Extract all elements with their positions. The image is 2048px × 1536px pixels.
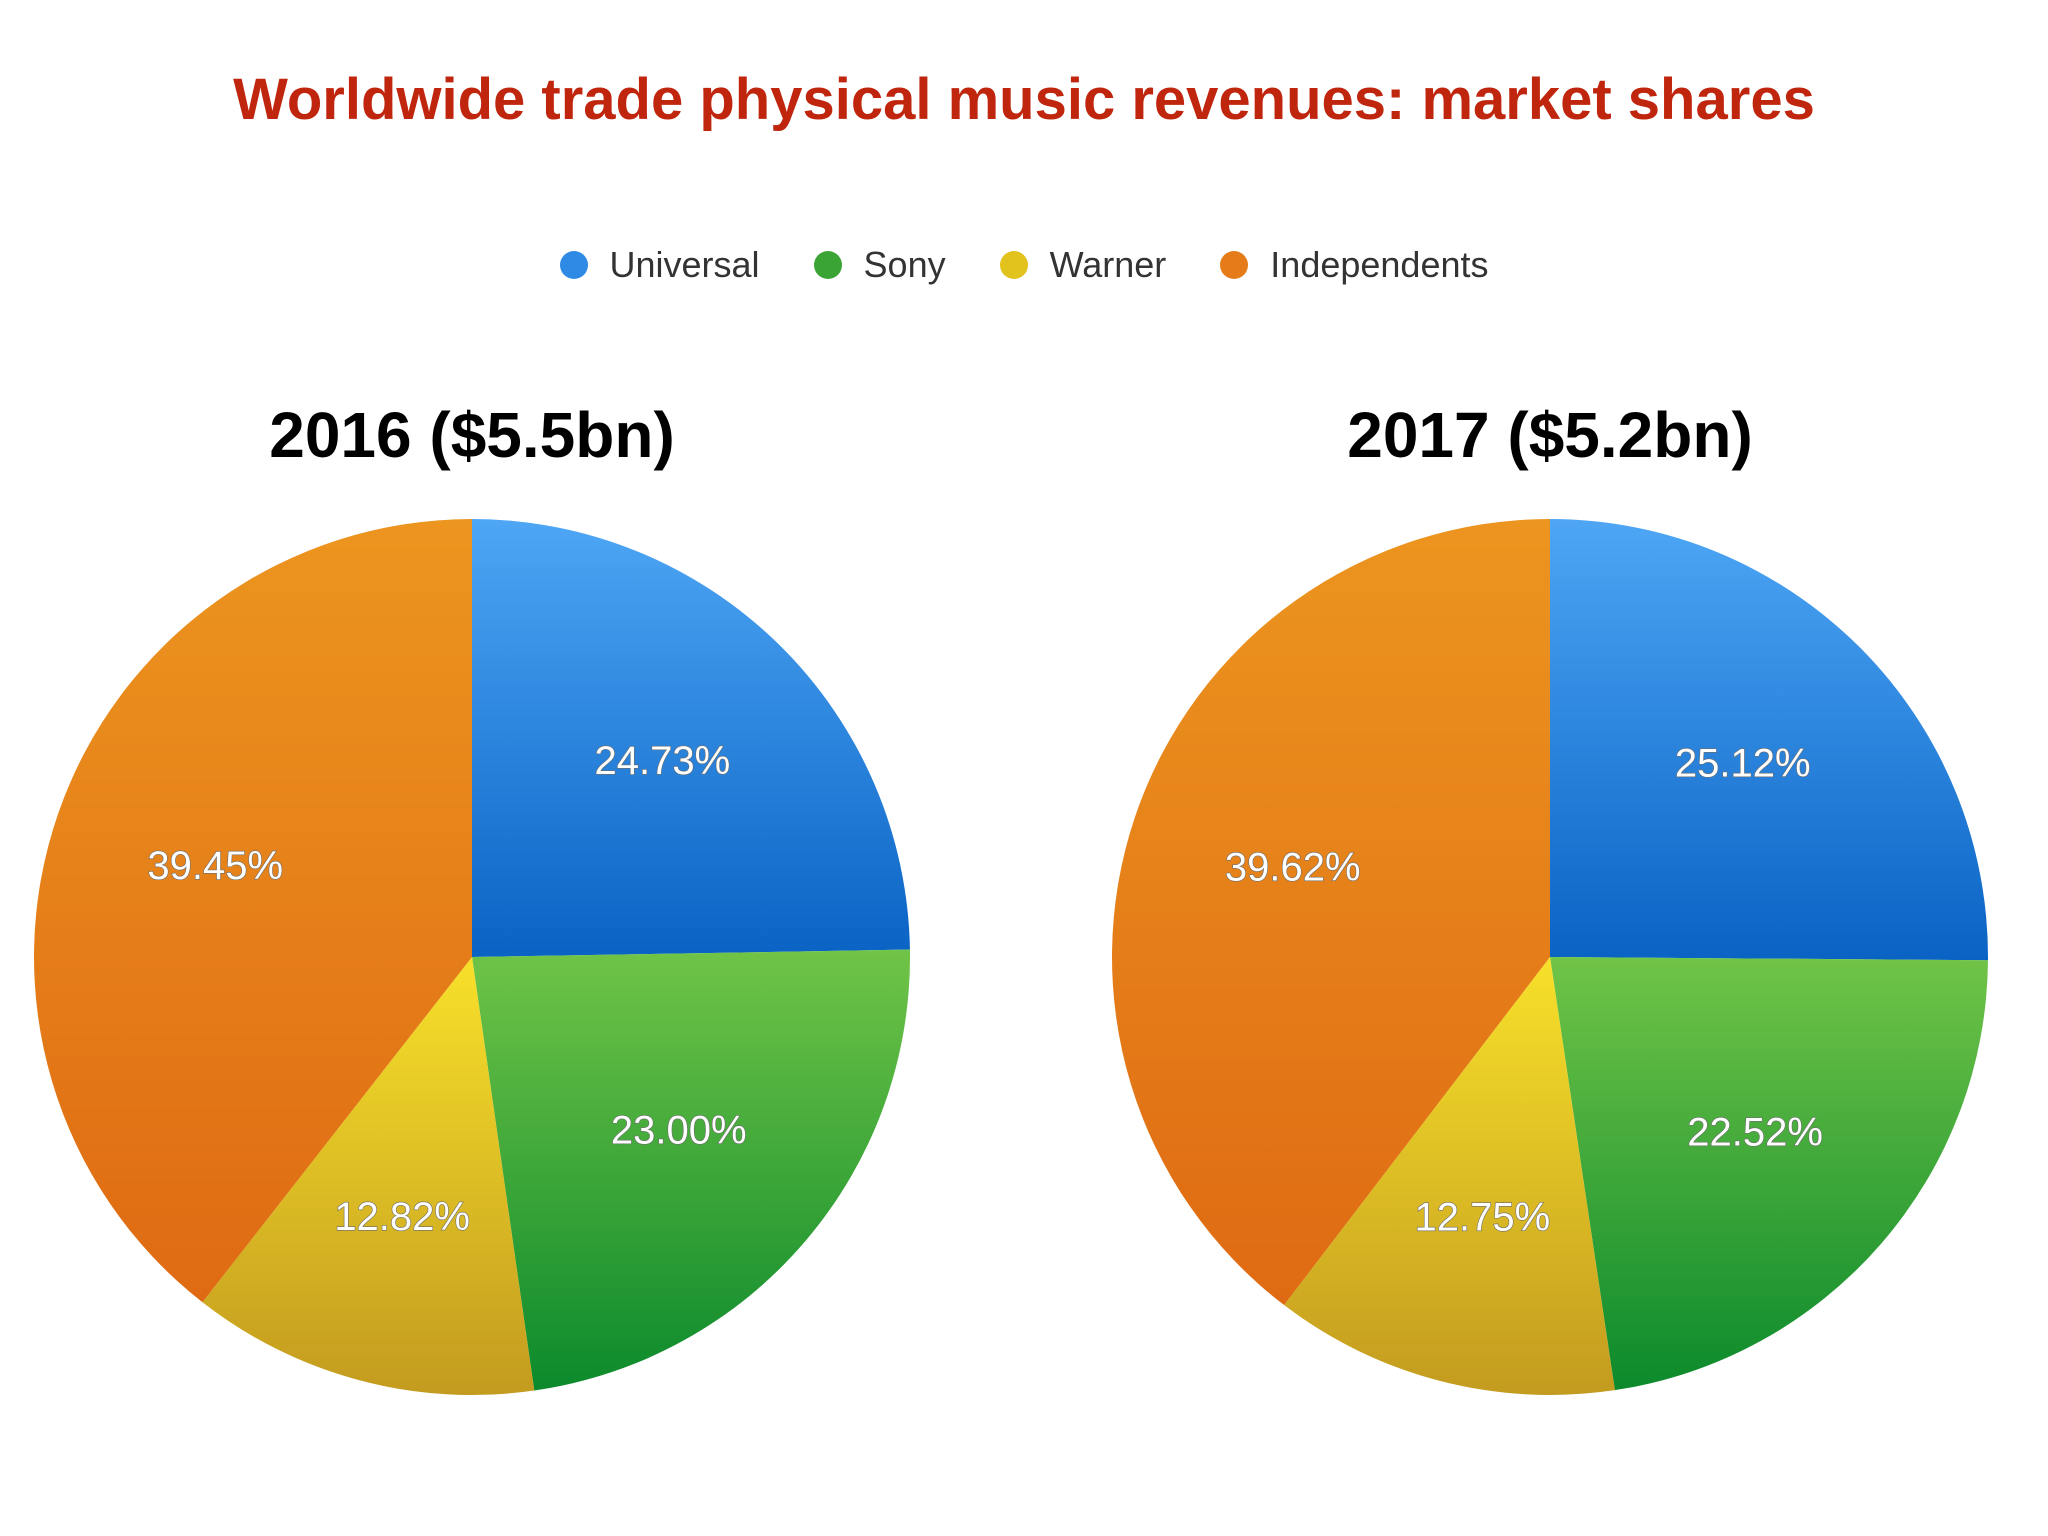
pie-slice-independents [1112, 519, 1550, 1306]
legend-item-sony: Sony [813, 244, 946, 286]
legend-label-universal: Universal [609, 244, 760, 285]
legend-item-universal: Universal [559, 244, 760, 286]
slice-label-universal: 25.12% [1675, 741, 1811, 785]
chart-title: Worldwide trade physical music revenues:… [233, 67, 1815, 132]
legend-label-warner: Warner [1049, 244, 1167, 285]
legend-swatch-universal [559, 251, 588, 279]
legend-item-warner: Warner [999, 244, 1167, 286]
legend-item-independents: Independents [1220, 244, 1489, 286]
pie-2017: 25.12% 22.52% 12.75% 39.62% [1112, 519, 1988, 1395]
slice-label-universal: 24.73% [595, 739, 731, 783]
slice-label-independents: 39.45% [147, 844, 283, 888]
pie-title-2017: 2017 ($5.2bn) [1347, 399, 1753, 471]
legend-swatch-sony [813, 251, 842, 279]
pie-slice-warner [1284, 957, 1615, 1395]
slice-label-sony: 22.52% [1687, 1111, 1823, 1155]
legend-label-independents: Independents [1270, 244, 1489, 285]
pie-slice-warner [202, 957, 535, 1395]
pie-slice-independents [34, 519, 473, 1303]
legend: Universal Sony Warner Independents [0, 244, 2048, 286]
pie-slice-universal [472, 519, 910, 957]
pie-slice-universal [1550, 519, 1988, 961]
legend-swatch-warner [999, 251, 1028, 279]
slice-label-sony: 23.00% [611, 1109, 747, 1153]
pie-slice-sony [472, 949, 910, 1391]
pie-2016: 24.73% 23.00% 12.82% 39.45% [34, 519, 910, 1395]
slice-label-independents: 39.62% [1225, 846, 1361, 890]
legend-label-sony: Sony [863, 244, 946, 285]
pie-slice-sony [1550, 957, 1988, 1391]
slice-label-warner: 12.82% [334, 1195, 470, 1239]
pie-title-2016: 2016 ($5.5bn) [269, 399, 675, 471]
legend-swatch-independents [1220, 251, 1249, 279]
slice-label-warner: 12.75% [1414, 1196, 1550, 1240]
